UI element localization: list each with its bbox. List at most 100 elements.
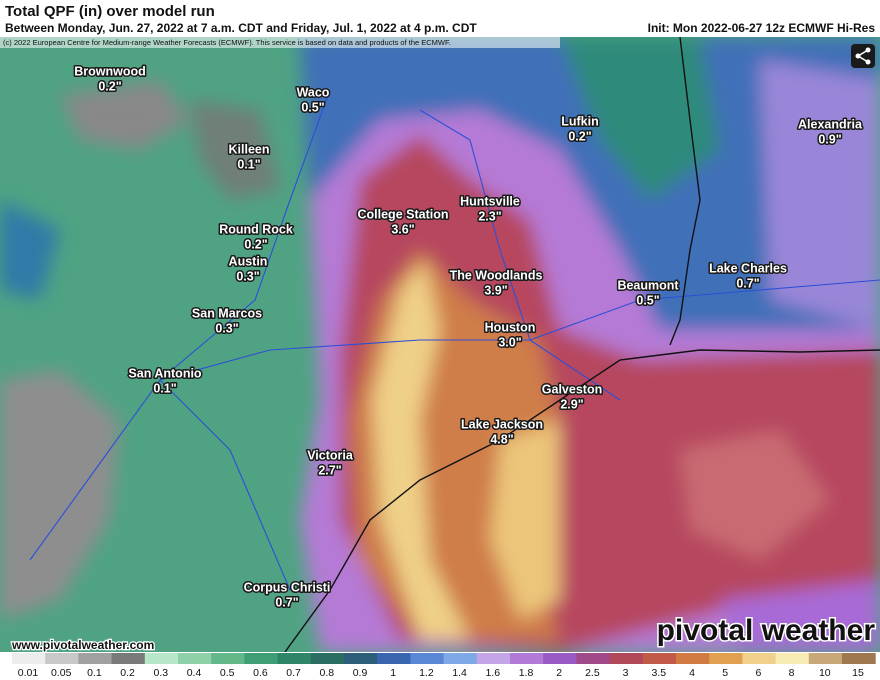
colorbar-label: 15 <box>852 667 864 679</box>
colorbar-swatch <box>543 653 577 664</box>
colorbar: 0.01 0.05 0.1 0.2 0.3 0.4 0.5 0.6 0.7 0.8 0.9 1 1.2 1… <box>12 653 876 679</box>
city-value: 0.9" <box>818 132 841 146</box>
coastline <box>284 37 880 652</box>
city-value: 0.7" <box>736 276 759 290</box>
city-value: 0.1" <box>153 381 176 395</box>
colorbar-label: 1 <box>390 667 396 679</box>
colorbar-label: 8 <box>789 667 795 679</box>
city-name: Houston <box>485 320 536 334</box>
colorbar-label: 3.5 <box>651 667 666 679</box>
subtitle: Between Monday, Jun. 27, 2022 at 7 a.m. … <box>5 21 477 35</box>
city-name: Killeen <box>229 142 270 156</box>
colorbar-label: 0.05 <box>51 667 72 679</box>
city-name: Austin <box>229 254 268 268</box>
colorbar-swatch <box>45 653 79 664</box>
colorbar-label: 4 <box>689 667 695 679</box>
copyright-backdrop <box>0 37 560 48</box>
colorbar-swatch <box>12 653 46 664</box>
init-time: Init: Mon 2022-06-27 12z ECMWF Hi-Res <box>648 21 876 35</box>
colorbar-swatch <box>642 653 677 664</box>
colorbar-swatch <box>775 653 810 664</box>
city-name: Corpus Christi <box>244 580 331 594</box>
colorbar-swatch <box>609 653 644 664</box>
colorbar-swatch <box>676 653 710 664</box>
colorbar-swatch <box>709 653 743 664</box>
colorbar-label: 5 <box>722 667 728 679</box>
colorbar-swatch <box>344 653 378 664</box>
map: (c) 2022 European Centre for Medium-rang… <box>0 37 880 652</box>
title: Total QPF (in) over model run <box>5 3 215 20</box>
city-name: San Marcos <box>192 306 262 320</box>
colorbar-swatch <box>410 653 445 664</box>
copyright: (c) 2022 European Centre for Medium-rang… <box>3 38 451 47</box>
colorbar-swatch <box>78 653 113 664</box>
brand-watermark: pivotal weather <box>657 614 876 647</box>
colorbar-swatch <box>111 653 146 664</box>
colorbar-swatch <box>178 653 212 664</box>
colorbar-swatch <box>277 653 312 664</box>
colorbar-swatch <box>144 653 179 664</box>
roads <box>29 89 880 591</box>
colorbar-label: 3 <box>623 667 629 679</box>
colorbar-label: 0.1 <box>87 667 102 679</box>
city-name: The Woodlands <box>450 268 543 282</box>
city-value: 3.0" <box>498 335 521 349</box>
city-value: 0.1" <box>237 157 260 171</box>
city-name: Waco <box>297 85 330 99</box>
colorbar-label: 1.4 <box>452 667 467 679</box>
colorbar-swatch <box>211 653 245 664</box>
colorbar-swatch <box>510 653 544 664</box>
colorbar-label: 1.8 <box>519 667 534 679</box>
colorbar-label: 0.6 <box>253 667 268 679</box>
city-value: 0.5" <box>636 293 659 307</box>
colorbar-swatch <box>244 653 279 664</box>
city-value: 2.7" <box>318 463 341 477</box>
colorbar-swatch <box>476 653 511 664</box>
city-name: Huntsville <box>460 194 520 208</box>
city-name: Beaumont <box>617 278 679 292</box>
city-name: San Antonio <box>128 366 202 380</box>
colorbar-label: 1.2 <box>419 667 434 679</box>
colorbar-label: 1.6 <box>485 667 500 679</box>
colorbar-label: 0.2 <box>120 667 135 679</box>
city-name: Lake Jackson <box>461 417 543 431</box>
colorbar-label: 10 <box>819 667 831 679</box>
city-value: 3.6" <box>391 222 414 236</box>
colorbar-swatch <box>808 653 843 664</box>
city-name: Round Rock <box>219 222 293 236</box>
website: www.pivotalweather.com <box>11 638 154 652</box>
city-name: Lufkin <box>561 114 599 128</box>
city-value: 0.2" <box>568 129 591 143</box>
city-name: Brownwood <box>74 64 146 78</box>
colorbar-swatch <box>377 653 411 664</box>
colorbar-label: 0.4 <box>187 667 202 679</box>
city-name: Lake Charles <box>709 261 787 275</box>
city-value: 0.3" <box>236 269 259 283</box>
colorbar-label: 0.7 <box>286 667 301 679</box>
colorbar-swatch <box>310 653 345 664</box>
colorbar-label: 0.9 <box>353 667 368 679</box>
city-value: 0.2" <box>244 237 267 251</box>
city-value: 2.9" <box>560 397 583 411</box>
city-name: Alexandria <box>798 117 863 131</box>
city-value: 2.3" <box>478 209 501 223</box>
colorbar-label: 2.5 <box>585 667 600 679</box>
city-value: 4.8" <box>490 432 513 446</box>
city-value: 3.9" <box>484 283 507 297</box>
city-name: Victoria <box>307 448 354 462</box>
colorbar-swatch <box>842 653 876 664</box>
colorbar-swatch <box>742 653 777 664</box>
share-button[interactable] <box>851 44 875 68</box>
city-value: 0.2" <box>98 79 121 93</box>
colorbar-label: 0.3 <box>153 667 168 679</box>
colorbar-label: 0.5 <box>220 667 235 679</box>
colorbar-label: 6 <box>755 667 761 679</box>
colorbar-swatch <box>443 653 478 664</box>
city-name: College Station <box>358 207 449 221</box>
city-value: 0.7" <box>275 595 298 609</box>
colorbar-label: 0.8 <box>319 667 334 679</box>
city-value: 0.5" <box>301 100 324 114</box>
share-icon[interactable] <box>851 44 875 68</box>
